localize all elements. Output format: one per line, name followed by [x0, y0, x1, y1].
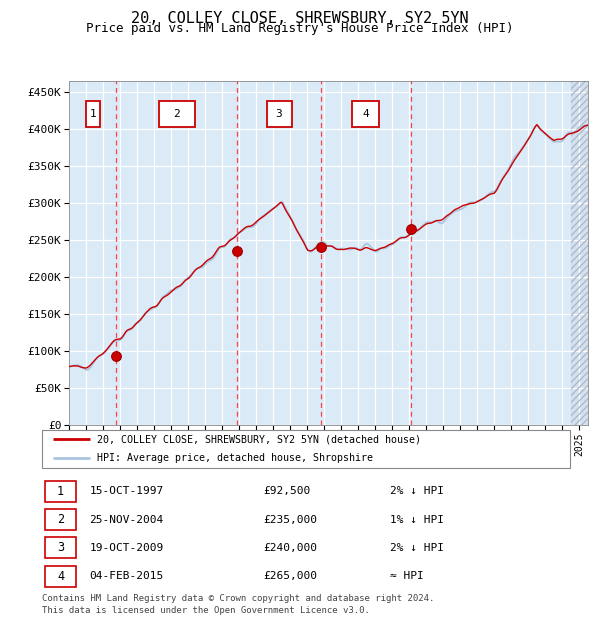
Text: 2: 2 — [57, 513, 64, 526]
Bar — [44, 480, 76, 502]
Text: 2% ↓ HPI: 2% ↓ HPI — [391, 543, 445, 553]
Text: £265,000: £265,000 — [264, 571, 318, 581]
Text: £92,500: £92,500 — [264, 486, 311, 496]
Bar — [571, 81, 588, 425]
Text: HPI: Average price, detached house, Shropshire: HPI: Average price, detached house, Shro… — [97, 453, 373, 464]
Text: 1% ↓ HPI: 1% ↓ HPI — [391, 515, 445, 525]
Text: 20, COLLEY CLOSE, SHREWSBURY, SY2 5YN (detached house): 20, COLLEY CLOSE, SHREWSBURY, SY2 5YN (d… — [97, 434, 421, 445]
Text: 3: 3 — [275, 109, 283, 119]
Bar — [44, 509, 76, 530]
Text: 19-OCT-2009: 19-OCT-2009 — [89, 543, 164, 553]
Text: Price paid vs. HM Land Registry's House Price Index (HPI): Price paid vs. HM Land Registry's House … — [86, 22, 514, 35]
Text: 2% ↓ HPI: 2% ↓ HPI — [391, 486, 445, 496]
Bar — [159, 100, 195, 127]
Text: 20, COLLEY CLOSE, SHREWSBURY, SY2 5YN: 20, COLLEY CLOSE, SHREWSBURY, SY2 5YN — [131, 11, 469, 25]
Bar — [571, 81, 588, 425]
Text: ≈ HPI: ≈ HPI — [391, 571, 424, 581]
Text: This data is licensed under the Open Government Licence v3.0.: This data is licensed under the Open Gov… — [42, 606, 370, 616]
Text: 1: 1 — [57, 485, 64, 498]
Bar — [44, 565, 76, 587]
Bar — [44, 537, 76, 559]
Text: 15-OCT-1997: 15-OCT-1997 — [89, 486, 164, 496]
Bar — [352, 100, 379, 127]
Text: 3: 3 — [57, 541, 64, 554]
Text: 04-FEB-2015: 04-FEB-2015 — [89, 571, 164, 581]
Text: 2: 2 — [173, 109, 181, 119]
Text: 1: 1 — [89, 109, 96, 119]
Text: 4: 4 — [57, 570, 64, 583]
Text: £235,000: £235,000 — [264, 515, 318, 525]
Text: 25-NOV-2004: 25-NOV-2004 — [89, 515, 164, 525]
Text: Contains HM Land Registry data © Crown copyright and database right 2024.: Contains HM Land Registry data © Crown c… — [42, 594, 434, 603]
Bar — [266, 100, 292, 127]
Text: £240,000: £240,000 — [264, 543, 318, 553]
Text: 4: 4 — [362, 109, 369, 119]
Bar — [86, 100, 100, 127]
